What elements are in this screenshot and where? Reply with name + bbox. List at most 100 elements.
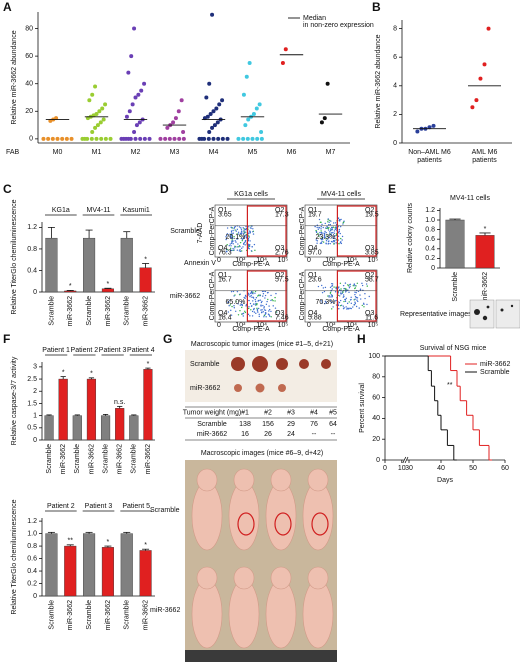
flow-event: [268, 310, 270, 312]
flow-event: [339, 225, 342, 228]
y-tick-label: 0.8: [27, 543, 37, 550]
data-point: [99, 136, 104, 141]
data-point: [236, 136, 241, 141]
error-bar: [47, 531, 55, 534]
flow-event: [354, 302, 357, 305]
data-point: [82, 136, 87, 141]
flow-event: [270, 310, 272, 313]
flow-event: [257, 295, 259, 297]
data-point: [241, 136, 246, 141]
flow-event: [239, 293, 241, 295]
table-cell: 16: [241, 431, 249, 438]
data-point: [325, 81, 330, 86]
tumor: [278, 384, 286, 392]
flow-event: [326, 225, 328, 228]
y-tick-label: 20: [25, 108, 33, 115]
data-point: [241, 92, 246, 97]
tumor: [231, 357, 245, 371]
flow-event: [260, 305, 262, 307]
flow-event: [244, 239, 247, 242]
flow-event: [240, 230, 243, 232]
flow-event: [328, 236, 331, 239]
data-point: [177, 136, 182, 141]
y-tick-label: 1.0: [425, 217, 435, 224]
flow-event: [225, 250, 228, 253]
data-point: [172, 136, 177, 141]
mouse-body: [265, 579, 297, 649]
flow-event: [342, 307, 345, 310]
flow-event: [258, 313, 260, 316]
row-label: miR-3662: [170, 293, 200, 300]
flow-event: [263, 314, 266, 317]
significance-label: *: [69, 283, 72, 290]
flow-event: [357, 300, 359, 303]
x-tick-label: miR-3662: [482, 272, 489, 302]
flow-event: [251, 296, 253, 298]
flow-event: [329, 223, 332, 226]
flow-event: [254, 300, 257, 303]
flow-event: [327, 243, 329, 245]
flow-event: [327, 229, 330, 231]
flow-event: [262, 304, 264, 307]
quadrant-text: 17.3: [275, 211, 289, 218]
gated-percent: 70.3%: [316, 299, 336, 306]
flow-event: [327, 218, 329, 220]
flow-event: [268, 308, 271, 311]
legend-text: Scramble: [480, 369, 510, 376]
y-tick-label: 20: [372, 436, 380, 443]
flow-event: [319, 233, 321, 236]
bar: [129, 415, 139, 441]
flow-event: [247, 243, 250, 246]
data-point: [225, 136, 230, 141]
error-bar: [123, 231, 131, 239]
flow-event: [244, 234, 246, 236]
bar: [83, 533, 96, 597]
error-bar: [131, 414, 137, 416]
flow-event: [364, 297, 366, 300]
data-point: [431, 123, 436, 128]
flow-event: [363, 303, 365, 306]
flow-event: [329, 233, 331, 235]
flow-event: [322, 287, 325, 289]
flow-event: [227, 311, 230, 313]
table-header: #2: [264, 409, 272, 416]
flow-event: [237, 233, 240, 235]
flow-event: [232, 232, 234, 234]
x-tick-label: 50: [469, 465, 477, 472]
flow-event: [262, 295, 264, 297]
x-tick-label: Scramble: [48, 296, 55, 326]
data-point: [171, 120, 176, 125]
flow-event: [260, 309, 262, 311]
flow-event: [328, 231, 331, 233]
flow-event: [247, 237, 250, 240]
panel-title: Macroscopic images (mice #6–9, d+42): [201, 450, 323, 457]
flow-event: [231, 237, 233, 239]
data-point: [108, 136, 113, 141]
plot-tick: 10³: [235, 257, 246, 264]
flow-event: [265, 303, 268, 306]
flow-event: [232, 240, 234, 242]
flow-event: [333, 240, 335, 243]
flow-event: [337, 231, 340, 234]
y-tick-label: 1.5: [27, 400, 37, 407]
flow-event: [247, 292, 250, 295]
data-point: [101, 117, 106, 122]
plot-tick: 10⁴: [256, 257, 267, 264]
flow-event: [248, 248, 250, 250]
flow-event: [241, 232, 243, 234]
flow-event: [323, 290, 326, 293]
flow-event: [226, 233, 229, 235]
flow-event: [343, 300, 345, 303]
flow-event: [253, 243, 256, 246]
data-point: [142, 136, 147, 141]
data-point: [215, 120, 220, 125]
flow-event: [354, 293, 356, 296]
flow-event: [331, 294, 333, 297]
row-label: Scramble: [170, 228, 200, 235]
flow-event: [231, 241, 233, 243]
flow-event: [339, 220, 341, 222]
data-point: [173, 116, 178, 121]
flow-event: [243, 232, 245, 235]
group-label: MV4-11: [87, 207, 111, 214]
error-bar: [85, 531, 93, 534]
